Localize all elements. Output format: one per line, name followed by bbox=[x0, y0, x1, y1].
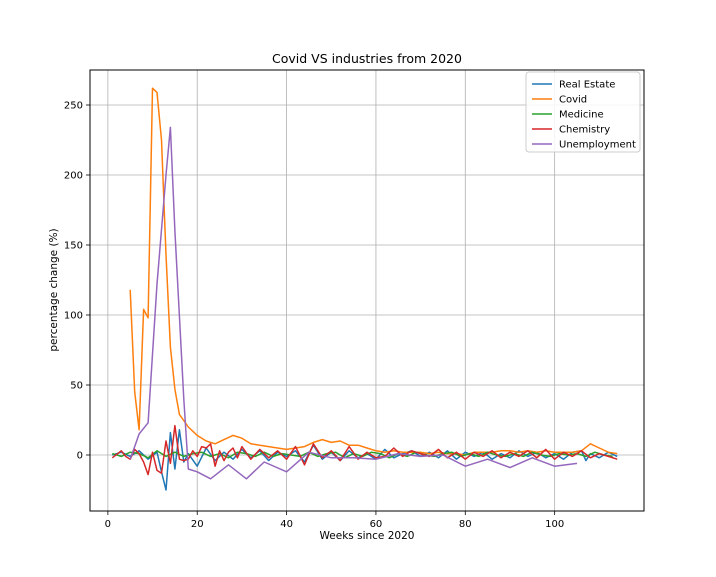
y-tick-label: 200 bbox=[64, 171, 83, 182]
legend-label-chemistry: Chemistry bbox=[559, 125, 610, 136]
y-tick-label: 150 bbox=[64, 241, 83, 252]
series-line-chemistry bbox=[111, 424, 618, 476]
legend-label-unemployment: Unemployment bbox=[559, 140, 636, 151]
plot-frame bbox=[89, 69, 645, 512]
series-lines bbox=[111, 87, 618, 491]
y-tick-label: 100 bbox=[64, 311, 83, 322]
x-tick-label: 60 bbox=[370, 519, 383, 530]
x-tick-label: 0 bbox=[105, 519, 111, 530]
legend-entries: Real Estate Covid Medicine Chemistry Unemplo… bbox=[532, 80, 636, 151]
x-tick-label: 40 bbox=[280, 519, 293, 530]
legend-label-medicine: Medicine bbox=[559, 110, 604, 121]
series-line-unemployment bbox=[129, 126, 578, 480]
legend: Real Estate Covid Medicine Chemistry Unemplo… bbox=[525, 71, 641, 153]
x-tick-label: 20 bbox=[191, 519, 204, 530]
legend-label-real-estate: Real Estate bbox=[559, 80, 615, 91]
x-tick-label: 80 bbox=[459, 519, 472, 530]
chart-title: Covid VS industries from 2020 bbox=[272, 51, 462, 66]
y-axis-label: percentage change (%) bbox=[48, 228, 60, 351]
legend-label-covid: Covid bbox=[559, 95, 587, 106]
y-tick-label: 250 bbox=[64, 101, 83, 112]
legend-box bbox=[525, 71, 641, 153]
axis-ticks: 0 20 40 60 80 100 0 50 100 150 200 250 bbox=[64, 101, 564, 531]
x-axis-label: Weeks since 2020 bbox=[320, 530, 415, 542]
y-tick-label: 0 bbox=[77, 451, 83, 462]
y-tick-label: 50 bbox=[70, 381, 83, 392]
x-tick-label: 100 bbox=[545, 519, 564, 530]
